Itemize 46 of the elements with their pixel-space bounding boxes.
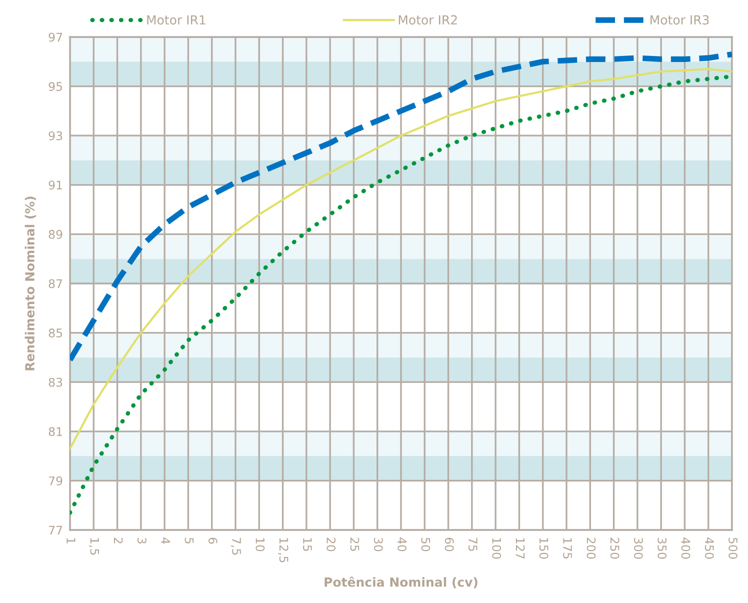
y-tick-label: 93 — [48, 131, 62, 140]
y-tick-label: 89 — [48, 230, 62, 239]
y-tick-label: 91 — [48, 180, 62, 190]
x-tick-label: 12,5 — [278, 538, 288, 562]
x-tick-label: 3 — [138, 538, 146, 544]
x-tick-label: 127 — [516, 538, 525, 558]
x-tick-label: 15 — [303, 538, 312, 551]
legend-label: Motor IR3 — [650, 15, 709, 25]
y-tick-label: 81 — [48, 427, 62, 436]
x-tick-label: 350 — [658, 538, 667, 559]
y-tick-label: 87 — [48, 279, 62, 288]
x-tick-label: 5 — [184, 538, 194, 544]
y-axis-title: Rendimento Nominal (%) — [24, 196, 36, 370]
y-tick-label: 83 — [48, 378, 62, 387]
x-tick-label: 7,5 — [230, 538, 241, 555]
y-tick-label: 79 — [49, 476, 62, 486]
x-tick-label: 400 — [681, 538, 690, 559]
x-tick-label: 4 — [161, 538, 170, 544]
x-tick-label: 75 — [468, 538, 478, 551]
legend-label: Motor IR1 — [147, 15, 206, 25]
x-tick-label: 6 — [208, 538, 218, 544]
x-tick-label: 10 — [256, 538, 265, 552]
x-tick-label: 25 — [350, 538, 360, 551]
x-tick-label: 150 — [539, 538, 548, 559]
x-axis-title: Potência Nominal (cv) — [324, 576, 478, 588]
x-tick-label: 1 — [66, 538, 76, 544]
x-tick-label: 30 — [374, 538, 383, 552]
x-tick-label: 300 — [634, 538, 643, 559]
x-tick-label: 450 — [704, 538, 714, 559]
x-tick-label: 175 — [563, 538, 572, 558]
x-tick-label: 20 — [326, 538, 336, 552]
y-tick-label: 77 — [49, 526, 62, 534]
x-tick-label: 500 — [728, 538, 738, 559]
x-tick-label: 60 — [444, 538, 454, 552]
x-tick-label: 250 — [610, 538, 620, 559]
x-tick-label: 2 — [114, 538, 123, 544]
y-tick-label: 97 — [48, 32, 62, 42]
x-tick-label: 1,5 — [89, 538, 99, 555]
x-tick-label: 50 — [421, 538, 430, 552]
legend-label: Motor IR2 — [398, 15, 457, 25]
x-tick-label: 40 — [398, 538, 407, 552]
line-series — [70, 68, 732, 450]
x-tick-label: 100 — [492, 538, 502, 559]
y-tick-label: 95 — [48, 82, 62, 91]
x-tick-label: 200 — [586, 538, 596, 559]
y-tick-label: 85 — [48, 328, 62, 338]
